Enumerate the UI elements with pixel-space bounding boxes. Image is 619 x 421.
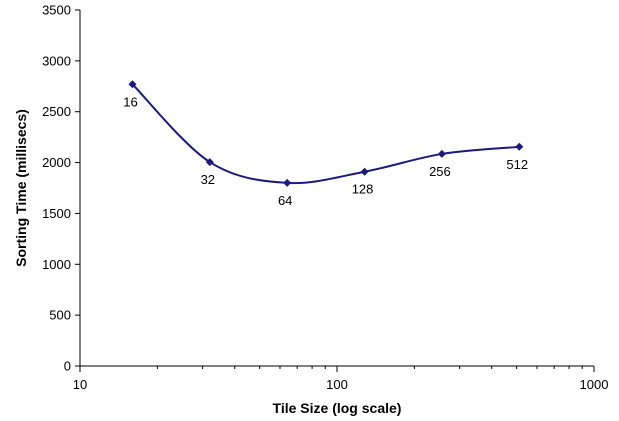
y-tick-label: 2500 — [42, 104, 71, 119]
series-line — [131, 83, 520, 185]
x-tick-label: 1000 — [580, 377, 609, 392]
x-axis-title: Tile Size (log scale) — [273, 400, 402, 416]
x-tick-label: 10 — [73, 377, 87, 392]
data-point-marker — [360, 167, 369, 176]
tick-labels: 0 500 1000 1500 2000 2500 3000 3500 10 100 1000 — [42, 3, 608, 393]
data-point-label: 64 — [278, 193, 292, 208]
data-point-marker — [128, 80, 137, 89]
data-point-label: 16 — [123, 94, 137, 109]
data-point-marker — [515, 142, 524, 151]
data-point-marker — [437, 149, 446, 158]
series — [128, 80, 524, 187]
data-point-label: 128 — [352, 182, 374, 197]
y-tick-label: 1500 — [42, 206, 71, 221]
y-tick-label: 3500 — [42, 3, 71, 18]
x-tick-label: 100 — [326, 377, 348, 392]
y-tick-label: 2000 — [42, 155, 71, 170]
point-labels: 16 32 64 128 256 512 — [123, 94, 528, 208]
data-point-label: 32 — [201, 172, 215, 187]
data-point-marker — [205, 158, 214, 167]
y-tick-label: 500 — [49, 308, 71, 323]
data-point-label: 256 — [429, 164, 451, 179]
y-tick-label: 0 — [64, 359, 71, 374]
y-tick-label: 1000 — [42, 257, 71, 272]
y-tick-label: 3000 — [42, 53, 71, 68]
data-point-marker — [283, 178, 292, 187]
data-point-label: 512 — [506, 157, 528, 172]
y-axis-title: Sorting Time (millisecs) — [13, 109, 29, 267]
axes — [75, 9, 595, 372]
